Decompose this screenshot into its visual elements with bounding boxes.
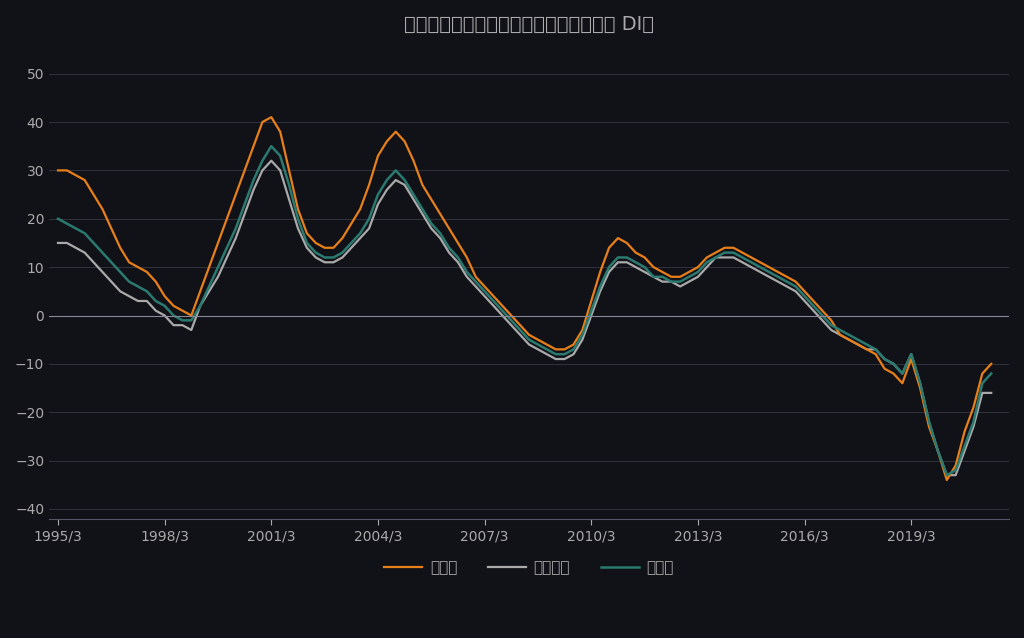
全規模 — [941, 471, 953, 479]
中小企業 — [700, 263, 713, 271]
中小企業 — [869, 346, 882, 353]
大企業 — [941, 476, 953, 484]
大企業 — [52, 167, 65, 174]
大企業 — [265, 114, 278, 121]
中小企業 — [265, 157, 278, 165]
大企業 — [666, 273, 678, 281]
Line: 中小企業: 中小企業 — [58, 161, 991, 475]
全規模 — [985, 369, 997, 377]
Line: 大企業: 大企業 — [58, 117, 991, 480]
大企業 — [603, 244, 615, 251]
中小企業 — [666, 278, 678, 285]
全規模 — [603, 263, 615, 271]
全規模 — [869, 346, 882, 353]
全規模 — [700, 258, 713, 266]
全規模 — [666, 278, 678, 285]
大企業 — [611, 234, 624, 242]
大企業 — [869, 350, 882, 358]
中小企業 — [941, 471, 953, 479]
Legend: 大企業, 中小企業, 全規模: 大企業, 中小企業, 全規模 — [378, 554, 680, 581]
Line: 全規模: 全規模 — [58, 146, 991, 475]
大企業 — [700, 254, 713, 262]
大企業 — [985, 360, 997, 367]
全規模 — [79, 230, 91, 237]
中小企業 — [611, 258, 624, 266]
中小企業 — [79, 249, 91, 256]
全規模 — [265, 142, 278, 150]
中小企業 — [603, 268, 615, 276]
全規模 — [611, 254, 624, 262]
Title: 製造業における従業員の不足感（規模別 DI）: 製造業における従業員の不足感（規模別 DI） — [404, 15, 654, 34]
全規模 — [52, 215, 65, 223]
中小企業 — [52, 239, 65, 247]
大企業 — [79, 176, 91, 184]
中小企業 — [985, 389, 997, 397]
